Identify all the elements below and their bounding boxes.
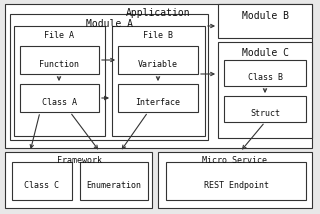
Text: Module C: Module C bbox=[242, 48, 289, 58]
Bar bbox=[112, 26, 205, 136]
Bar bbox=[158, 152, 312, 208]
Bar bbox=[10, 14, 208, 140]
Text: Class A: Class A bbox=[42, 98, 76, 107]
Text: Variable: Variable bbox=[138, 60, 178, 69]
Text: Class C: Class C bbox=[25, 181, 60, 190]
Text: Application: Application bbox=[126, 8, 190, 18]
Bar bbox=[224, 96, 306, 122]
Bar bbox=[5, 4, 312, 148]
Text: File B: File B bbox=[143, 31, 173, 40]
Bar bbox=[20, 84, 99, 112]
Text: Framework: Framework bbox=[57, 156, 101, 165]
Bar bbox=[166, 162, 306, 200]
Bar bbox=[12, 162, 72, 200]
Text: Struct: Struct bbox=[250, 109, 280, 118]
Text: Function: Function bbox=[39, 60, 79, 69]
Text: Class B: Class B bbox=[247, 73, 283, 82]
Bar bbox=[118, 84, 198, 112]
Bar bbox=[118, 46, 198, 74]
Bar bbox=[80, 162, 148, 200]
Bar bbox=[14, 26, 105, 136]
Text: File A: File A bbox=[44, 31, 74, 40]
Text: Enumeration: Enumeration bbox=[86, 181, 141, 190]
Bar bbox=[20, 46, 99, 74]
Text: REST Endpoint: REST Endpoint bbox=[204, 181, 268, 190]
Bar bbox=[5, 152, 152, 208]
Text: Module A: Module A bbox=[85, 19, 132, 29]
Bar bbox=[218, 42, 312, 138]
Text: Micro Service: Micro Service bbox=[203, 156, 268, 165]
Bar bbox=[218, 4, 312, 38]
Text: Interface: Interface bbox=[135, 98, 180, 107]
Text: Module B: Module B bbox=[242, 11, 289, 21]
Bar bbox=[224, 60, 306, 86]
